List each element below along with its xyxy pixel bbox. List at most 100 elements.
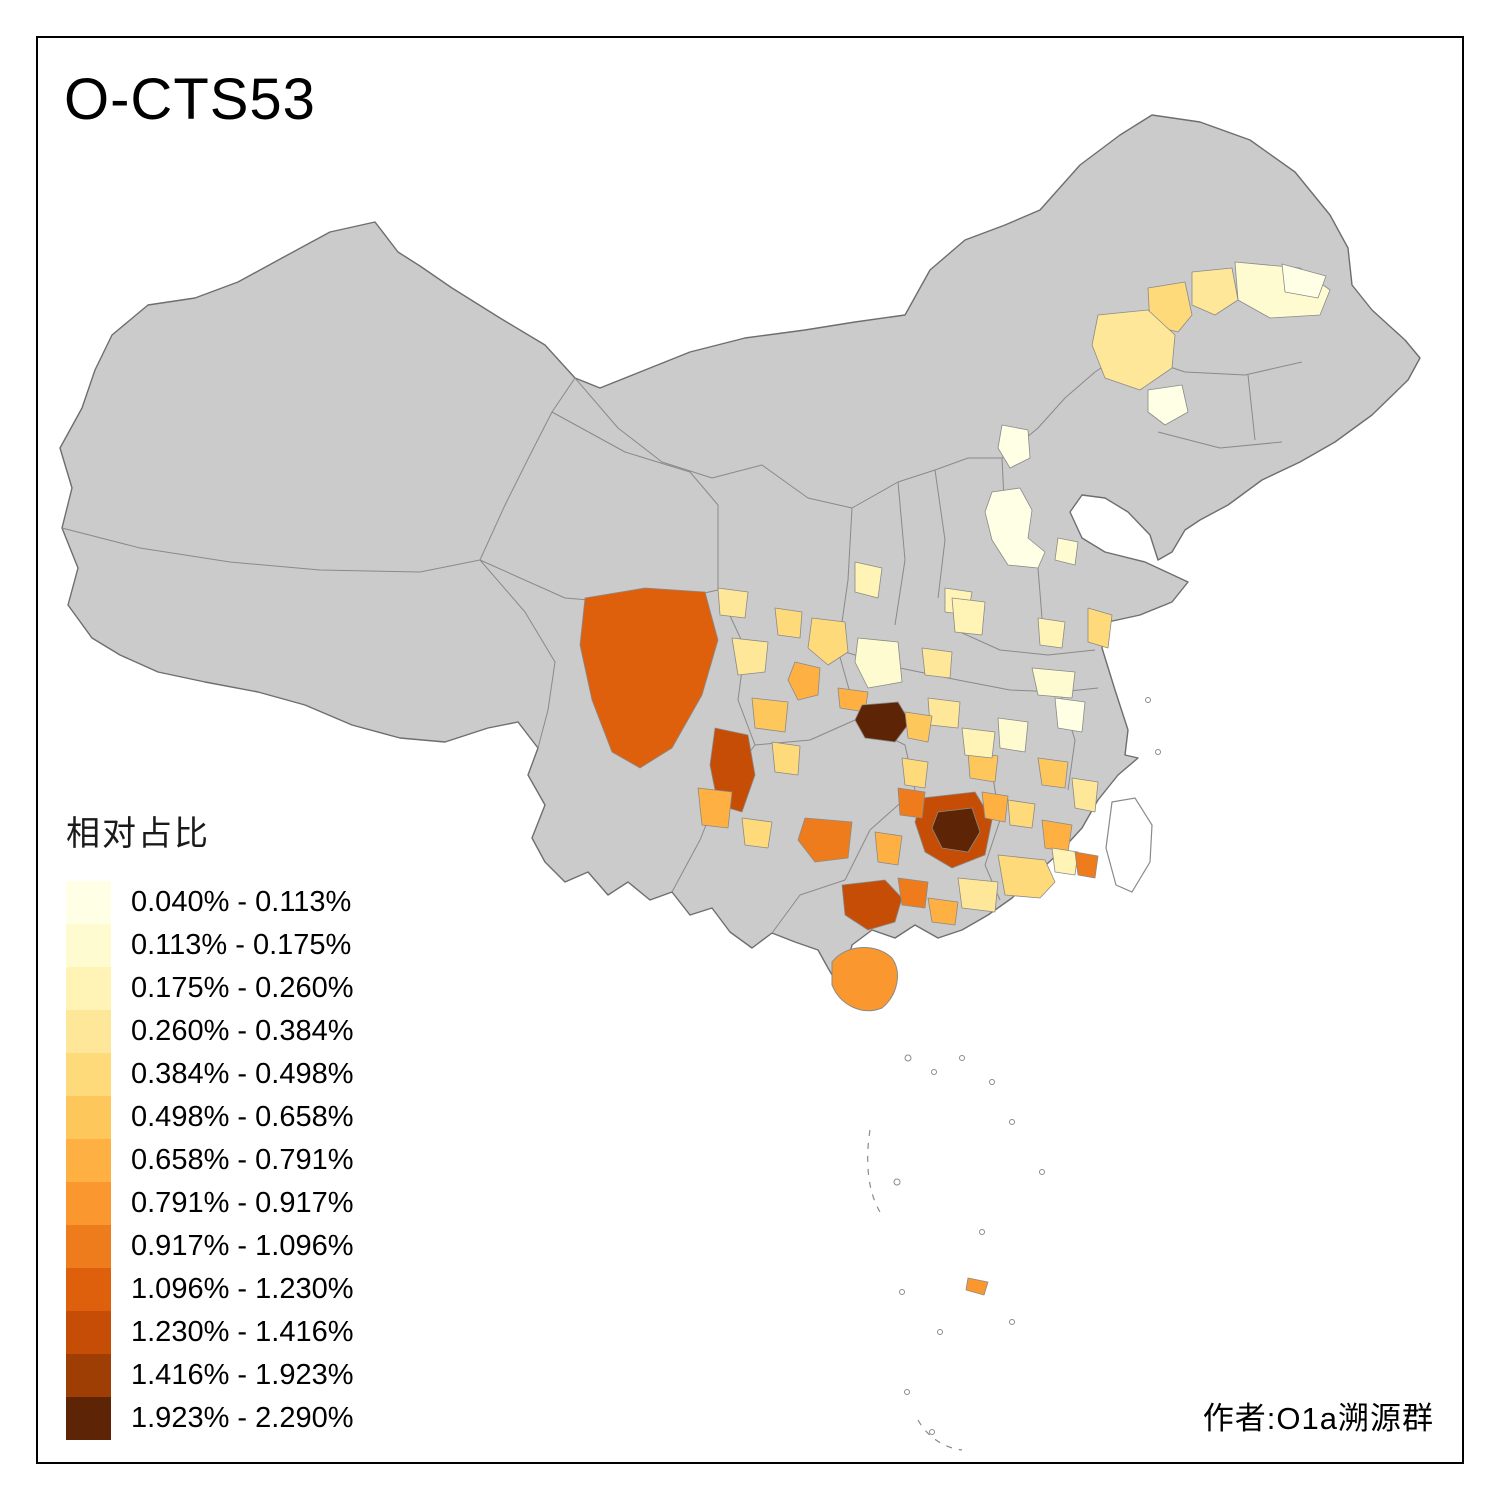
map-region — [1037, 757, 1069, 789]
legend-label: 0.384% - 0.498% — [131, 1058, 354, 1090]
legend-label: 0.175% - 0.260% — [131, 972, 354, 1004]
legend-swatch — [66, 1354, 111, 1397]
map-region — [1054, 697, 1086, 733]
map-region — [807, 617, 849, 666]
legend-label: 0.040% - 0.113% — [131, 886, 352, 918]
map-region — [841, 879, 903, 931]
legend-swatch — [66, 881, 111, 924]
map-region — [717, 587, 749, 619]
legend-item: 1.416% - 1.923% — [66, 1354, 353, 1397]
legend-item: 0.658% - 0.791% — [66, 1139, 353, 1182]
map-region — [1007, 799, 1036, 829]
map-region — [874, 831, 903, 866]
map-region — [771, 741, 801, 776]
map-region — [854, 637, 903, 689]
map-region — [1041, 819, 1073, 853]
legend-swatch — [66, 1225, 111, 1268]
map-region — [997, 717, 1029, 753]
legend-item: 0.917% - 1.096% — [66, 1225, 353, 1268]
map-region — [787, 661, 821, 701]
legend-swatch — [66, 1139, 111, 1182]
map-region — [984, 487, 1046, 569]
legend-label: 0.113% - 0.175% — [131, 929, 352, 961]
legend: 相对占比 0.040% - 0.113% 0.113% - 0.175% 0.1… — [66, 806, 353, 1440]
legend-swatch — [66, 1096, 111, 1139]
map-region — [1074, 851, 1099, 879]
taiwan-island — [1105, 797, 1153, 893]
legend-item: 1.230% - 1.416% — [66, 1311, 353, 1354]
legend-item: 0.791% - 0.917% — [66, 1182, 353, 1225]
legend-label: 1.416% - 1.923% — [131, 1359, 354, 1391]
legend-rows: 0.040% - 0.113% 0.113% - 0.175% 0.175% -… — [66, 881, 353, 1440]
attribution: 作者:O1a溯源群 — [1202, 1401, 1434, 1436]
map-region — [1037, 617, 1066, 649]
nine-dash-line — [867, 1129, 963, 1451]
map-region — [897, 787, 926, 819]
legend-swatch — [66, 1268, 111, 1311]
map-region — [1147, 384, 1189, 426]
legend-label: 1.923% - 2.290% — [131, 1402, 354, 1434]
map-region — [927, 697, 961, 729]
map-region — [1051, 847, 1079, 876]
legend-title: 相对占比 — [66, 815, 210, 853]
legend-label: 0.498% - 0.658% — [131, 1101, 354, 1133]
map-region — [931, 807, 981, 853]
map-region — [904, 711, 933, 743]
map-region — [901, 757, 929, 789]
south-china-sea-islands — [893, 697, 1161, 1435]
legend-label: 1.096% - 1.230% — [131, 1273, 354, 1305]
legend-swatch — [66, 1010, 111, 1053]
map-region — [921, 647, 953, 679]
legend-swatch — [66, 1182, 111, 1225]
legend-swatch — [66, 1397, 111, 1440]
legend-swatch — [66, 1311, 111, 1354]
map-region — [1031, 667, 1076, 699]
map-region — [951, 597, 986, 636]
map-region — [579, 587, 719, 769]
legend-label: 0.658% - 0.791% — [131, 1144, 354, 1176]
legend-item: 0.384% - 0.498% — [66, 1053, 353, 1096]
map-region — [961, 727, 996, 759]
map-region — [981, 791, 1009, 823]
map-region — [957, 877, 999, 913]
legend-item: 1.923% - 2.290% — [66, 1397, 353, 1440]
legend-label: 0.260% - 0.384% — [131, 1015, 354, 1047]
map-region — [897, 877, 929, 909]
legend-item: 0.113% - 0.175% — [66, 924, 353, 967]
legend-swatch — [66, 967, 111, 1010]
map-region — [1091, 309, 1176, 391]
legend-label: 0.917% - 1.096% — [131, 1230, 354, 1262]
legend-item: 0.175% - 0.260% — [66, 967, 353, 1010]
map-region — [997, 424, 1031, 469]
legend-label: 0.791% - 0.917% — [131, 1187, 354, 1219]
legend-item: 0.498% - 0.658% — [66, 1096, 353, 1139]
map-region — [697, 787, 733, 829]
map-region — [854, 561, 883, 599]
map-region — [741, 817, 773, 849]
china-landmass — [59, 114, 1421, 993]
map-region — [854, 701, 911, 743]
colored-regions — [579, 261, 1331, 931]
map-region — [731, 637, 769, 676]
legend-label: 1.230% - 1.416% — [131, 1316, 354, 1348]
legend-swatch — [66, 1053, 111, 1096]
legend-item: 0.260% - 0.384% — [66, 1010, 353, 1053]
map-region — [1054, 537, 1079, 566]
map-region — [751, 697, 789, 733]
legend-swatch — [66, 924, 111, 967]
legend-item: 1.096% - 1.230% — [66, 1268, 353, 1311]
map-region — [774, 607, 803, 639]
map-region — [1281, 263, 1327, 299]
map-region — [1087, 607, 1113, 649]
map-region — [1191, 267, 1239, 316]
map-title: O-CTS53 — [64, 67, 316, 132]
map-region — [1071, 777, 1099, 813]
map-region — [927, 897, 959, 926]
hainan-island — [831, 946, 898, 1012]
map-region — [965, 1277, 989, 1296]
map-region — [997, 854, 1056, 899]
legend-item: 0.040% - 0.113% — [66, 881, 353, 924]
map-region — [797, 817, 853, 863]
